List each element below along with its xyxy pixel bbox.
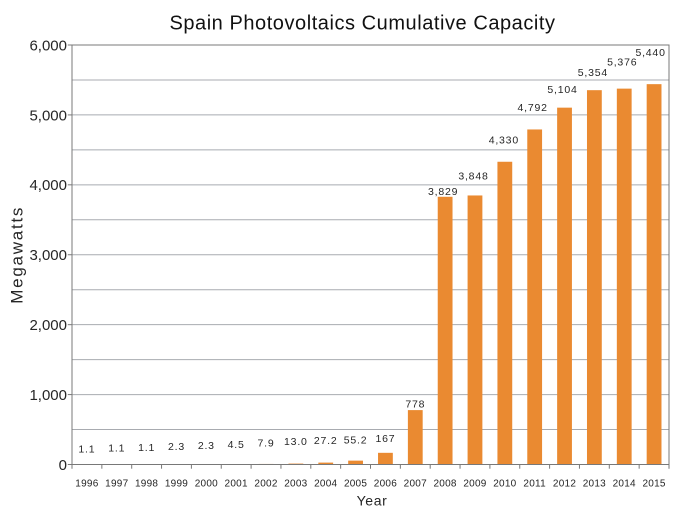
svg-text:2008: 2008 [433,479,456,490]
svg-text:2.3: 2.3 [198,440,215,452]
svg-text:4,000: 4,000 [29,177,67,194]
svg-text:2015: 2015 [642,479,665,490]
svg-text:2000: 2000 [195,479,218,490]
svg-text:5,440: 5,440 [635,47,665,59]
svg-text:2004: 2004 [314,479,337,490]
svg-text:1997: 1997 [105,479,128,490]
svg-text:2001: 2001 [225,479,248,490]
svg-text:3,000: 3,000 [29,247,67,264]
svg-text:5,376: 5,376 [607,57,637,69]
svg-text:3,829: 3,829 [428,186,458,198]
svg-text:5,104: 5,104 [547,84,577,96]
svg-text:2014: 2014 [613,479,636,490]
svg-text:Year: Year [357,493,388,509]
svg-text:2,000: 2,000 [29,317,67,334]
svg-text:7.9: 7.9 [258,438,275,450]
svg-text:2.3: 2.3 [168,441,185,453]
svg-text:1.1: 1.1 [78,444,95,456]
svg-text:1.1: 1.1 [138,442,155,454]
svg-text:2013: 2013 [583,479,606,490]
svg-text:1998: 1998 [135,479,158,490]
svg-text:167: 167 [375,433,395,445]
svg-text:3,848: 3,848 [458,170,488,182]
svg-text:2005: 2005 [344,479,367,490]
svg-text:55.2: 55.2 [344,435,368,447]
svg-text:2009: 2009 [463,479,486,490]
svg-text:5,354: 5,354 [578,67,608,79]
svg-text:2011: 2011 [523,479,546,490]
svg-text:4.5: 4.5 [228,439,245,451]
svg-text:4,792: 4,792 [518,102,548,114]
svg-text:6,000: 6,000 [29,37,67,54]
svg-text:2012: 2012 [553,479,576,490]
svg-text:13.0: 13.0 [284,436,308,448]
svg-text:2010: 2010 [493,479,516,490]
svg-text:0: 0 [59,457,67,474]
svg-text:4,330: 4,330 [489,135,519,147]
svg-text:Megawatts: Megawatts [7,206,26,304]
svg-text:1,000: 1,000 [29,387,67,404]
svg-text:778: 778 [405,399,425,411]
svg-text:2007: 2007 [404,479,427,490]
svg-text:1996: 1996 [75,479,98,490]
svg-text:1999: 1999 [165,479,188,490]
svg-text:2003: 2003 [284,479,307,490]
svg-text:27.2: 27.2 [314,435,338,447]
svg-text:Spain Photovoltaics Cumulative: Spain Photovoltaics Cumulative Capacity [169,13,555,35]
svg-text:1.1: 1.1 [108,443,125,455]
svg-text:2006: 2006 [374,479,397,490]
svg-text:5,000: 5,000 [29,107,67,124]
svg-text:2002: 2002 [254,479,277,490]
